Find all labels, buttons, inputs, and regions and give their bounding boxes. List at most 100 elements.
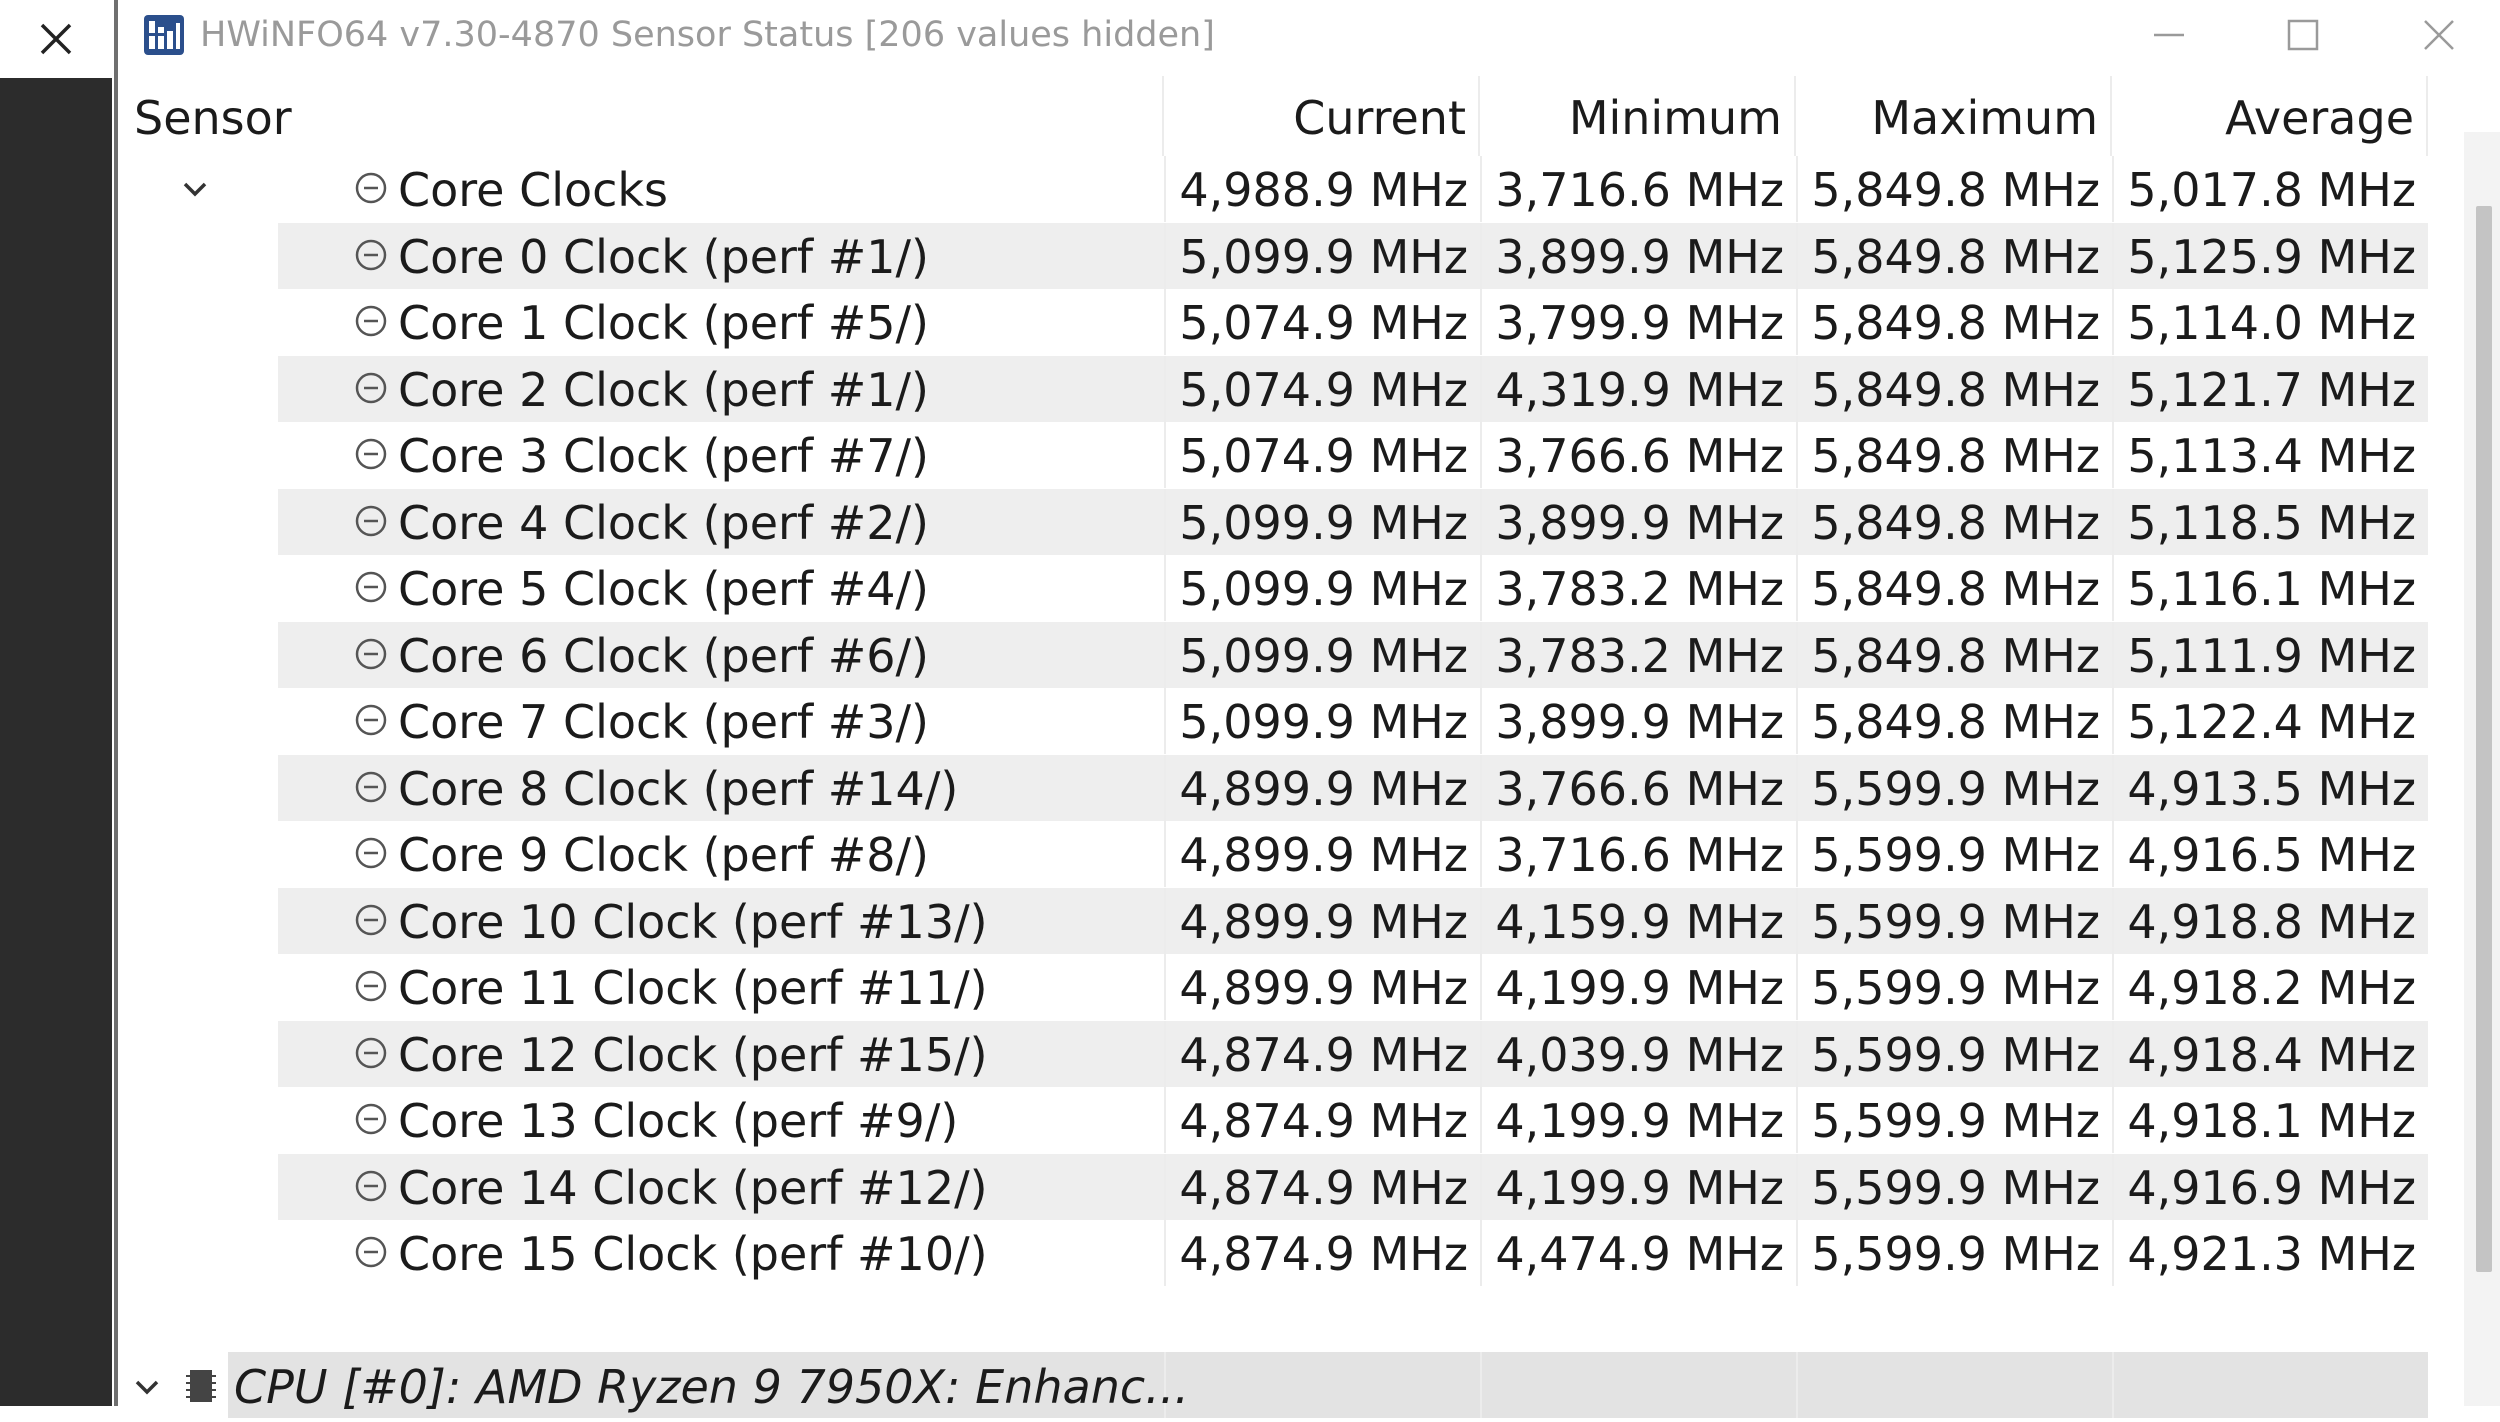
sensor-row[interactable]: Core 2 Clock (perf #1/) 5,074.9 MHz 4,319.…	[118, 355, 2428, 422]
cpu-chip-icon	[186, 1370, 216, 1402]
value-maximum: 5,849.8 MHz	[1811, 429, 2100, 483]
sensor-minus-circle-icon	[355, 1037, 387, 1068]
sensor-minus-circle-icon	[355, 1170, 387, 1201]
value-minimum: 3,766.6 MHz	[1495, 761, 1784, 816]
sensor-row[interactable]: Core 10 Clock (perf #13/) 4,899.9 MHz 4,15…	[118, 887, 2428, 954]
sensor-label: Core 6 Clock (perf #6/)	[398, 628, 929, 683]
value-current: 5,099.9 MHz	[1179, 695, 1468, 749]
sensor-row[interactable]: Core 13 Clock (perf #9/) 4,874.9 MHz 4,199…	[118, 1087, 2428, 1153]
value-current: 4,899.9 MHz	[1179, 894, 1468, 949]
row-background	[278, 222, 2428, 289]
sensor-minus-circle-icon	[355, 1236, 387, 1268]
value-average: 4,921.3 MHz	[2127, 1227, 2416, 1281]
value-average: 5,114.0 MHz	[2127, 296, 2416, 350]
sensor-row[interactable]: Core 1 Clock (perf #5/) 5,074.9 MHz 3,799.…	[118, 289, 2428, 355]
value-current: 4,874.9 MHz	[1179, 1094, 1468, 1148]
chevron-down-icon[interactable]	[180, 174, 210, 204]
value-minimum: 3,783.2 MHz	[1495, 628, 1784, 683]
sensor-row[interactable]: Core 8 Clock (perf #14/) 4,899.9 MHz 3,766…	[118, 754, 2428, 821]
sensor-row[interactable]: Core 6 Clock (perf #6/) 5,099.9 MHz 3,783.…	[118, 621, 2428, 688]
sensor-minus-circle-icon	[355, 638, 387, 669]
chevron-down-icon[interactable]	[132, 1372, 162, 1402]
maximize-button[interactable]	[2268, 0, 2338, 70]
close-button[interactable]	[2404, 0, 2474, 70]
value-current: 4,988.9 MHz	[1179, 163, 1468, 217]
row-background	[278, 488, 2428, 555]
sensor-row[interactable]: Core 9 Clock (perf #8/) 4,899.9 MHz 3,716.…	[118, 821, 2428, 887]
background-app-strip	[0, 0, 112, 1406]
sensor-row[interactable]: Core 0 Clock (perf #1/) 5,099.9 MHz 3,899.…	[118, 222, 2428, 289]
value-minimum: 4,199.9 MHz	[1495, 961, 1784, 1015]
sensor-row[interactable]: Core 7 Clock (perf #3/) 5,099.9 MHz 3,899.…	[118, 688, 2428, 754]
value-minimum: 3,716.6 MHz	[1495, 163, 1784, 217]
value-average: 5,125.9 MHz	[2127, 229, 2416, 284]
column-header-minimum[interactable]: Minimum	[1480, 76, 1796, 156]
sensor-group-row-cpu[interactable]: CPU [#0]: AMD Ryzen 9 7950X: Enhanc...	[118, 1352, 2428, 1418]
sensor-row[interactable]: Core 4 Clock (perf #2/) 5,099.9 MHz 3,899.…	[118, 488, 2428, 555]
minimize-icon	[2154, 33, 2184, 37]
minimize-button[interactable]	[2134, 0, 2204, 70]
hwinfo-app-icon	[144, 15, 184, 55]
value-current: 4,874.9 MHz	[1179, 1227, 1468, 1281]
group-label-cpu: CPU [#0]: AMD Ryzen 9 7950X: Enhanc...	[234, 1360, 1190, 1414]
sensor-row[interactable]: Core 3 Clock (perf #7/) 5,074.9 MHz 3,766.…	[118, 422, 2428, 488]
value-average: 5,122.4 MHz	[2127, 695, 2416, 749]
sensor-minus-circle-icon	[355, 970, 387, 1002]
maximize-icon	[2287, 19, 2319, 51]
value-maximum: 5,599.9 MHz	[1811, 1094, 2100, 1148]
scrollbar-thumb[interactable]	[2476, 206, 2492, 1272]
row-background	[278, 887, 2428, 954]
background-close-button[interactable]	[0, 0, 112, 78]
row-background	[278, 355, 2428, 422]
sensor-row[interactable]: Core 5 Clock (perf #4/) 5,099.9 MHz 3,783.…	[118, 555, 2428, 621]
sensor-label: Core 3 Clock (perf #7/)	[398, 429, 929, 483]
sensor-row[interactable]: Core 12 Clock (perf #15/) 4,874.9 MHz 4,03…	[118, 1020, 2428, 1087]
sensor-label: Core 10 Clock (perf #13/)	[398, 894, 988, 949]
row-background	[278, 621, 2428, 688]
sensor-grid[interactable]: Sensor Current Minimum Maximum Average C…	[118, 76, 2500, 1418]
sensor-row[interactable]: Core 15 Clock (perf #10/) 4,874.9 MHz 4,47…	[118, 1220, 2428, 1286]
value-current: 4,874.9 MHz	[1179, 1027, 1468, 1082]
value-maximum: 5,849.8 MHz	[1811, 229, 2100, 284]
sensor-label: Core 5 Clock (perf #4/)	[398, 562, 929, 616]
value-average: 5,121.7 MHz	[2127, 362, 2416, 417]
sensor-row[interactable]: Core 11 Clock (perf #11/) 4,899.9 MHz 4,19…	[118, 954, 2428, 1020]
sensor-minus-circle-icon	[355, 837, 387, 869]
value-maximum: 5,599.9 MHz	[1811, 961, 2100, 1015]
title-bar[interactable]: HWiNFO64 v7.30-4870 Sensor Status [206 v…	[118, 0, 2500, 70]
sensor-minus-circle-icon	[355, 239, 387, 270]
value-minimum: 3,899.9 MHz	[1495, 229, 1784, 284]
value-current: 5,074.9 MHz	[1179, 296, 1468, 350]
sensor-minus-circle-icon	[355, 904, 387, 935]
value-maximum: 5,599.9 MHz	[1811, 1227, 2100, 1281]
column-header-maximum[interactable]: Maximum	[1796, 76, 2112, 156]
vertical-scrollbar[interactable]	[2464, 132, 2500, 1406]
value-average: 5,116.1 MHz	[2127, 562, 2416, 616]
value-current: 4,874.9 MHz	[1179, 1160, 1468, 1215]
value-average: 5,113.4 MHz	[2127, 429, 2416, 483]
value-average: 5,017.8 MHz	[2127, 163, 2416, 217]
sensor-row[interactable]: Core 14 Clock (perf #12/) 4,874.9 MHz 4,19…	[118, 1153, 2428, 1220]
value-maximum: 5,849.8 MHz	[1811, 562, 2100, 616]
column-header-sensor[interactable]: Sensor	[118, 76, 1164, 156]
value-average: 4,918.8 MHz	[2127, 894, 2416, 949]
sensor-label: Core 7 Clock (perf #3/)	[398, 695, 929, 749]
value-minimum: 4,199.9 MHz	[1495, 1094, 1784, 1148]
sensor-label: Core 13 Clock (perf #9/)	[398, 1094, 959, 1148]
value-average: 4,918.2 MHz	[2127, 961, 2416, 1015]
sensor-label: Core 8 Clock (perf #14/)	[398, 761, 959, 816]
row-background	[278, 1020, 2428, 1087]
sensor-minus-circle-icon	[355, 704, 387, 736]
column-header-average[interactable]: Average	[2112, 76, 2428, 156]
sensor-group-row[interactable]: Core Clocks 4,988.9 MHz 3,716.6 MHz 5,849.8…	[118, 156, 2428, 222]
value-minimum: 3,716.6 MHz	[1495, 828, 1784, 882]
value-current: 5,074.9 MHz	[1179, 429, 1468, 483]
value-minimum: 4,199.9 MHz	[1495, 1160, 1784, 1215]
value-minimum: 3,899.9 MHz	[1495, 695, 1784, 749]
column-header-current[interactable]: Current	[1164, 76, 1480, 156]
value-current: 5,099.9 MHz	[1179, 229, 1468, 284]
value-current: 5,099.9 MHz	[1179, 628, 1468, 683]
sensor-label: Core 0 Clock (perf #1/)	[398, 229, 929, 284]
value-minimum: 3,783.2 MHz	[1495, 562, 1784, 616]
value-maximum: 5,849.8 MHz	[1811, 362, 2100, 417]
